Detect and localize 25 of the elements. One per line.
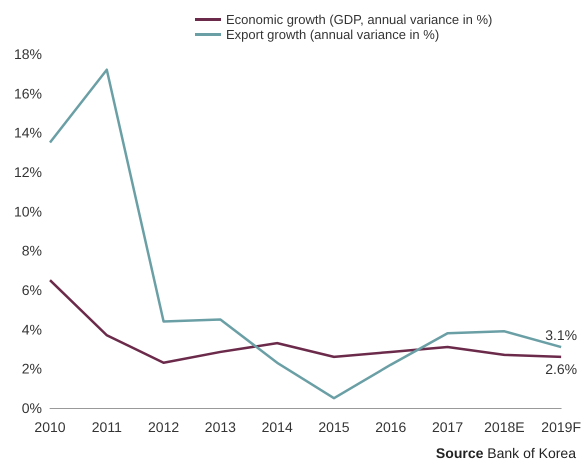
y-tick-label: 2%	[22, 360, 42, 377]
x-tick-label: 2013	[204, 419, 236, 435]
y-tick-label: 6%	[22, 282, 42, 298]
y-tick-label: 4%	[22, 321, 42, 338]
y-tick-label: 10%	[14, 203, 42, 220]
y-tick-label: 12%	[14, 164, 42, 180]
x-tick-label: 2012	[148, 419, 180, 435]
x-tick-label: 2014	[262, 419, 293, 435]
x-tick-label: 2017	[432, 419, 464, 435]
data-label: 2.6%	[545, 360, 578, 377]
x-tick-label: 2019F	[541, 419, 582, 435]
x-tick-label: 2010	[34, 419, 66, 435]
x-tick-label: 2015	[318, 419, 350, 435]
y-tick-label: 18%	[14, 46, 42, 62]
y-tick-label: 8%	[22, 242, 42, 259]
y-tick-label: 16%	[14, 85, 42, 102]
source-note: Source Bank of Korea	[436, 445, 576, 461]
x-tick-label: 2016	[375, 419, 407, 435]
data-label: 3.1%	[545, 327, 578, 344]
x-tick-label: 2011	[92, 419, 122, 435]
legend-label: Economic growth (GDP, annual variance in %)	[226, 12, 492, 27]
y-tick-label: 14%	[14, 124, 42, 141]
legend-label: Export growth (annual variance in %)	[226, 27, 440, 42]
y-tick-label: 0%	[22, 400, 42, 416]
x-tick-label: 2018E	[484, 419, 525, 435]
